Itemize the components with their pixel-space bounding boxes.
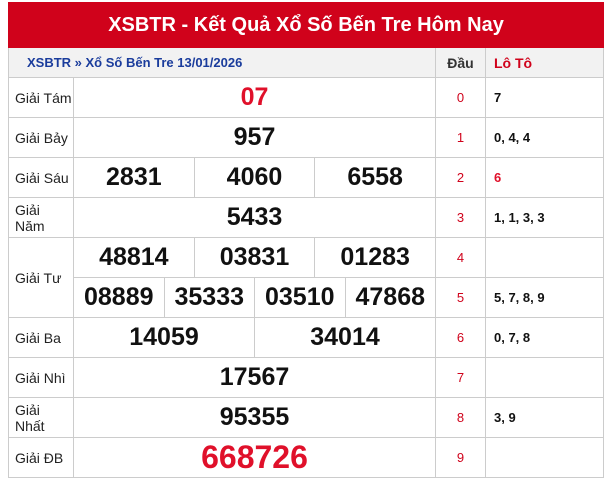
dau-value: 7 (436, 358, 486, 398)
prize-number: 6558 (315, 158, 436, 198)
prize-number: 35333 (164, 278, 255, 318)
prize-label: Giải ĐB (8, 438, 74, 478)
prize-label: Giải Bảy (8, 118, 74, 158)
dau-header: Đầu (436, 48, 486, 78)
dau-value: 5 (436, 278, 486, 318)
dau-value: 1 (436, 118, 486, 158)
prize-label: Giải Năm (8, 198, 74, 238)
prize-number: 03831 (194, 238, 316, 278)
dau-value: 3 (436, 198, 486, 238)
prize-number: 48814 (74, 238, 195, 278)
loto-value (486, 358, 604, 398)
dau-value: 4 (436, 238, 486, 278)
prize-number: 47868 (345, 278, 436, 318)
prize-number: 01283 (315, 238, 436, 278)
dau-value: 6 (436, 318, 486, 358)
prize-number: 14059 (74, 318, 255, 358)
dau-value: 9 (436, 438, 486, 478)
prize-label: Giải Tám (8, 78, 74, 118)
loto-value (486, 438, 604, 478)
subtitle[interactable]: XSBTR » Xổ Số Bến Tre 13/01/2026 (8, 48, 436, 78)
prize-number: 5433 (74, 198, 436, 238)
prize-number: 34014 (255, 318, 436, 358)
prize-number: 4060 (194, 158, 316, 198)
prize-label: Giải Ba (8, 318, 74, 358)
dau-value: 0 (436, 78, 486, 118)
prize-number: 957 (74, 118, 436, 158)
loto-value: 1, 1, 3, 3 (486, 198, 604, 238)
prize-number: 08889 (74, 278, 165, 318)
prize-number: 95355 (74, 398, 436, 438)
prize-number: 17567 (74, 358, 436, 398)
prize-label: Giải Tư (8, 238, 74, 318)
loto-value: 3, 9 (486, 398, 604, 438)
loto-value: 0, 7, 8 (486, 318, 604, 358)
loto-header: Lô Tô (486, 48, 604, 78)
dau-value: 8 (436, 398, 486, 438)
loto-value: 0, 4, 4 (486, 118, 604, 158)
prize-number: 07 (74, 78, 436, 118)
prize-label: Giải Sáu (8, 158, 74, 198)
prize-label: Giải Nhì (8, 358, 74, 398)
page-title: XSBTR - Kết Quả Xổ Số Bến Tre Hôm Nay (8, 2, 604, 48)
prize-number: 2831 (74, 158, 195, 198)
prize-label: Giải Nhất (8, 398, 74, 438)
prize-number: 668726 (74, 438, 436, 478)
loto-value: 6 (486, 158, 604, 198)
loto-value (486, 238, 604, 278)
loto-value: 5, 7, 8, 9 (486, 278, 604, 318)
loto-value: 7 (486, 78, 604, 118)
dau-value: 2 (436, 158, 486, 198)
prize-number: 03510 (255, 278, 346, 318)
